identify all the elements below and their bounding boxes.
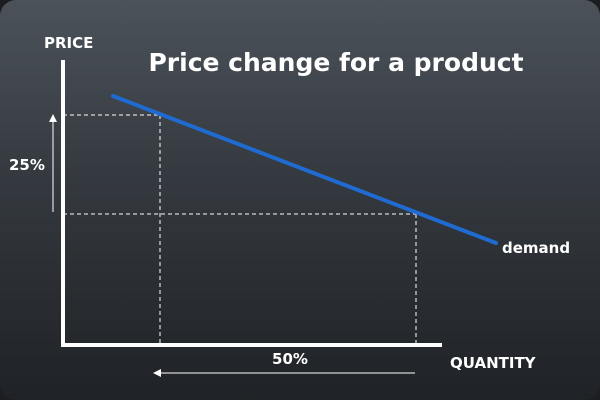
price-change-label: 25% xyxy=(9,156,45,174)
quantity-change-label: 50% xyxy=(272,350,308,368)
demand-curve xyxy=(111,94,498,245)
y-axis-label: PRICE xyxy=(44,34,93,52)
demand-curve-label: demand xyxy=(502,239,570,257)
diagram-title: Price change for a product xyxy=(148,48,523,77)
x-axis-label: QUANTITY xyxy=(450,354,537,372)
